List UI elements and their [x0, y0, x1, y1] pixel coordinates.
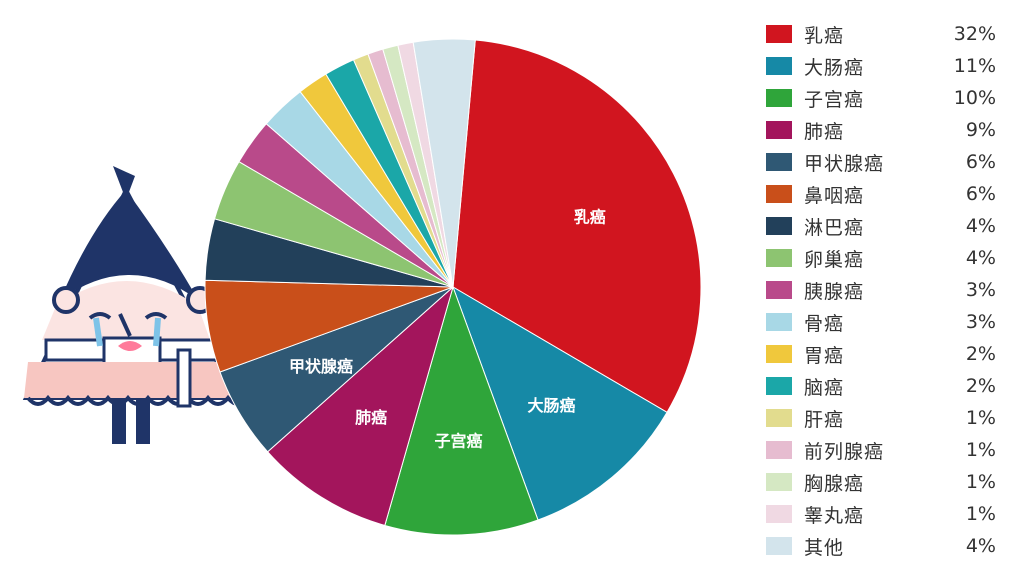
legend-label: 乳癌 [804, 24, 845, 47]
legend-value: 32% [953, 23, 996, 45]
legend-value: 6% [965, 151, 996, 173]
legend-item: 胃癌 2% [766, 338, 996, 370]
legend-label: 其他 [804, 536, 845, 559]
legend-item: 肝癌 1% [766, 402, 996, 434]
legend-label: 卵巢癌 [804, 248, 865, 271]
slice-label: 甲状腺癌 [289, 357, 353, 376]
legend-item: 子宫癌 10% [766, 82, 996, 114]
legend-value: 6% [965, 183, 996, 205]
legend-swatch [766, 57, 792, 75]
legend-item: 胸腺癌 1% [766, 466, 996, 498]
legend-item: 大肠癌 11% [766, 50, 996, 82]
slice-label: 子宫癌 [434, 432, 482, 451]
legend-swatch [766, 313, 792, 331]
legend-label: 肝癌 [804, 408, 845, 431]
legend-item: 淋巴癌 4% [766, 210, 996, 242]
slice-label: 乳癌 [574, 208, 606, 227]
legend-swatch [766, 153, 792, 171]
legend-item: 脑癌 2% [766, 370, 996, 402]
mascot-illustration [22, 166, 250, 444]
legend-swatch [766, 441, 792, 459]
legend-item: 肺癌 9% [766, 114, 996, 146]
legend-value: 1% [965, 503, 996, 525]
legend-value: 2% [965, 375, 996, 397]
legend-swatch [766, 409, 792, 427]
legend-label: 淋巴癌 [804, 216, 865, 239]
legend: 乳癌 32% 大肠癌 11% 子宫癌 10% 肺癌 9% 甲状腺癌 6% 鼻咽癌 6% 淋巴癌 4% 卵巢癌… [766, 18, 996, 562]
legend-item: 卵巢癌 4% [766, 242, 996, 274]
legend-swatch [766, 281, 792, 299]
legend-swatch [766, 121, 792, 139]
legend-value: 1% [965, 439, 996, 461]
pie-slice [452, 285, 668, 521]
legend-swatch [766, 505, 792, 523]
legend-label: 骨癌 [804, 312, 845, 335]
legend-value: 4% [965, 535, 996, 557]
legend-item: 前列腺癌 1% [766, 434, 996, 466]
legend-label: 肺癌 [804, 120, 845, 143]
legend-swatch [766, 249, 792, 267]
legend-value: 10% [953, 87, 996, 109]
pie-slice [384, 285, 539, 536]
legend-label: 鼻咽癌 [804, 184, 865, 207]
legend-label: 脑癌 [804, 376, 845, 399]
legend-label: 胸腺癌 [804, 472, 865, 495]
legend-label: 子宫癌 [804, 88, 865, 111]
legend-swatch [766, 89, 792, 107]
slice-label: 肺癌 [355, 408, 387, 427]
legend-label: 睾丸癌 [804, 504, 865, 527]
legend-swatch [766, 377, 792, 395]
legend-value: 1% [965, 471, 996, 493]
legend-swatch [766, 345, 792, 363]
legend-item: 乳癌 32% [766, 18, 996, 50]
legend-item: 鼻咽癌 6% [766, 178, 996, 210]
legend-swatch [766, 537, 792, 555]
legend-value: 3% [965, 311, 996, 333]
legend-value: 3% [965, 279, 996, 301]
legend-value: 4% [965, 247, 996, 269]
legend-label: 胃癌 [804, 344, 845, 367]
legend-value: 4% [965, 215, 996, 237]
legend-swatch [766, 473, 792, 491]
pie-slice [452, 39, 702, 414]
legend-item: 骨癌 3% [766, 306, 996, 338]
legend-value: 11% [953, 55, 996, 77]
pie-slice [266, 285, 454, 527]
legend-value: 1% [965, 407, 996, 429]
legend-label: 胰腺癌 [804, 280, 865, 303]
legend-swatch [766, 185, 792, 203]
legend-item: 其他 4% [766, 530, 996, 562]
legend-item: 甲状腺癌 6% [766, 146, 996, 178]
pie-slice [412, 38, 476, 288]
legend-item: 胰腺癌 3% [766, 274, 996, 306]
legend-label: 甲状腺癌 [804, 152, 885, 175]
legend-item: 睾丸癌 1% [766, 498, 996, 530]
legend-swatch [766, 25, 792, 43]
legend-label: 大肠癌 [804, 56, 865, 79]
legend-value: 2% [965, 343, 996, 365]
legend-label: 前列腺癌 [804, 440, 885, 463]
legend-value: 9% [965, 119, 996, 141]
legend-swatch [766, 217, 792, 235]
slice-label: 大肠癌 [528, 396, 576, 415]
